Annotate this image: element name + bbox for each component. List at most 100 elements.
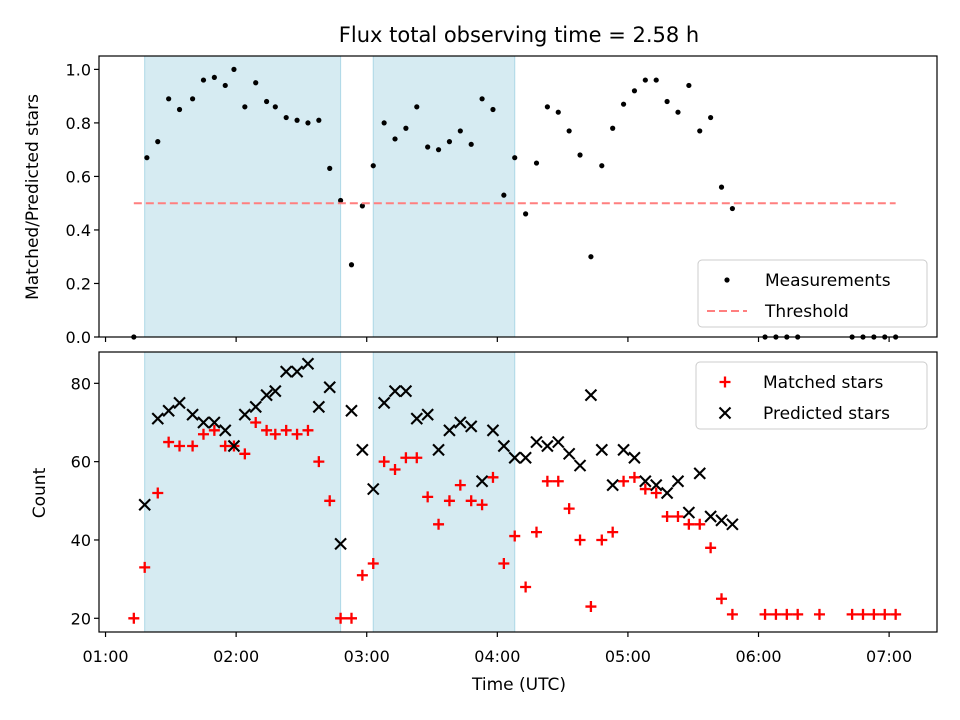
measurement-point bbox=[435, 147, 442, 153]
matched-star-point bbox=[356, 569, 368, 581]
matched-star-point bbox=[261, 424, 273, 436]
predicted-star-point bbox=[432, 443, 445, 457]
matched-star-point bbox=[541, 475, 553, 487]
legend-measurement-marker bbox=[724, 277, 730, 283]
matched-star-point bbox=[607, 526, 619, 538]
predicted-star-point bbox=[671, 474, 685, 488]
matched-star-point bbox=[487, 471, 499, 483]
legend-matched-marker bbox=[719, 376, 731, 388]
predicted-star-point bbox=[508, 451, 521, 464]
matched-star-point bbox=[552, 475, 564, 487]
matched-star-point bbox=[197, 428, 209, 440]
predicted-star-point bbox=[584, 388, 598, 402]
predicted-star-point bbox=[595, 443, 609, 457]
measurement-point bbox=[381, 120, 387, 126]
top-y-tick-label: 0.2 bbox=[66, 274, 91, 293]
matched-star-point bbox=[661, 510, 673, 522]
matched-star-point bbox=[639, 483, 651, 495]
bottom-legend bbox=[695, 361, 928, 430]
bottom-y-axis-label: Count bbox=[30, 467, 50, 518]
matched-star-point bbox=[857, 608, 869, 620]
matched-star-point bbox=[650, 487, 662, 499]
predicted-star-point bbox=[173, 396, 186, 410]
matched-star-point bbox=[163, 436, 175, 448]
predicted-star-point bbox=[475, 474, 489, 488]
matched-star-point bbox=[128, 612, 140, 624]
bottom-y-tick-label: 60 bbox=[71, 453, 91, 472]
bottom-x-tick-label: 04:00 bbox=[474, 647, 520, 666]
matched-star-point bbox=[520, 581, 532, 593]
matched-star-point bbox=[705, 542, 717, 554]
measurement-point bbox=[348, 262, 355, 268]
matched-star-point bbox=[345, 612, 357, 624]
measurement-point bbox=[338, 197, 344, 204]
predicted-star-point bbox=[334, 537, 347, 551]
measurement-point bbox=[305, 120, 311, 126]
predicted-star-point bbox=[227, 439, 241, 453]
measurement-point bbox=[490, 106, 496, 113]
matched-star-point bbox=[302, 424, 314, 436]
predicted-star-point bbox=[377, 396, 391, 410]
bottom-x-tick-label: 03:00 bbox=[344, 647, 390, 666]
predicted-star-point bbox=[552, 435, 565, 449]
predicted-star-point bbox=[208, 416, 221, 429]
matched-star-point bbox=[868, 608, 880, 620]
predicted-star-point bbox=[219, 424, 232, 437]
predicted-star-point bbox=[197, 416, 210, 429]
predicted-star-point bbox=[162, 404, 175, 417]
measurement-point bbox=[697, 128, 703, 134]
matched-star-point bbox=[672, 510, 684, 522]
legend-label: Matched stars bbox=[763, 373, 883, 393]
measurement-point bbox=[264, 98, 270, 105]
matched-star-point bbox=[250, 416, 262, 428]
legend-predicted-marker bbox=[718, 406, 732, 420]
matched-star-point bbox=[628, 471, 640, 483]
legend-label: Measurements bbox=[765, 271, 891, 291]
measurement-point bbox=[708, 114, 714, 121]
measurement-point bbox=[222, 82, 228, 89]
measurement-point bbox=[599, 163, 605, 169]
predicted-star-point bbox=[238, 408, 252, 421]
predicted-star-point bbox=[345, 404, 358, 417]
matched-star-point bbox=[400, 452, 412, 464]
bottom-axes-frame bbox=[98, 351, 938, 633]
predicted-star-point bbox=[301, 357, 315, 370]
bottom-shaded-interval-2 bbox=[372, 351, 516, 633]
measurement-point bbox=[675, 109, 681, 115]
bottom-x-tick-label: 02:00 bbox=[213, 647, 259, 666]
matched-star-point bbox=[139, 561, 151, 573]
top-panel: 0.0 0.2 0.4 0.6 0.8 1.0 Measurements Threshold bbox=[66, 55, 938, 347]
measurement-point bbox=[479, 96, 485, 102]
measurement-point bbox=[555, 109, 561, 115]
measurement-point bbox=[642, 77, 648, 83]
predicted-star-point bbox=[649, 478, 663, 492]
bottom-x-tick-label: 07:00 bbox=[866, 647, 912, 666]
predicted-star-point bbox=[606, 478, 619, 492]
bottom-x-tick-label: 05:00 bbox=[605, 647, 651, 666]
predicted-star-point bbox=[399, 384, 413, 398]
matched-star-point bbox=[879, 608, 891, 620]
measurement-point bbox=[446, 139, 453, 145]
measurement-point bbox=[231, 66, 237, 72]
predicted-star-point bbox=[682, 506, 696, 519]
measurement-point bbox=[414, 104, 420, 110]
matched-star-point bbox=[208, 424, 220, 436]
measurement-point bbox=[631, 88, 638, 94]
measurement-point bbox=[610, 125, 616, 131]
matched-star-point bbox=[280, 424, 292, 436]
top-shaded-interval-2 bbox=[372, 55, 516, 338]
matched-star-point bbox=[498, 557, 510, 569]
top-y-tick-label: 0.8 bbox=[66, 114, 91, 133]
measurement-point bbox=[512, 155, 518, 161]
matched-star-point bbox=[411, 452, 423, 464]
predicted-star-point bbox=[279, 365, 293, 378]
measurement-point bbox=[272, 104, 278, 110]
predicted-star-point bbox=[410, 412, 424, 425]
measurement-point bbox=[294, 117, 300, 123]
matched-star-point bbox=[443, 495, 455, 507]
measurement-point bbox=[403, 125, 409, 131]
matched-star-point bbox=[716, 593, 728, 605]
predicted-star-point bbox=[573, 459, 587, 472]
measurement-point bbox=[166, 96, 172, 102]
